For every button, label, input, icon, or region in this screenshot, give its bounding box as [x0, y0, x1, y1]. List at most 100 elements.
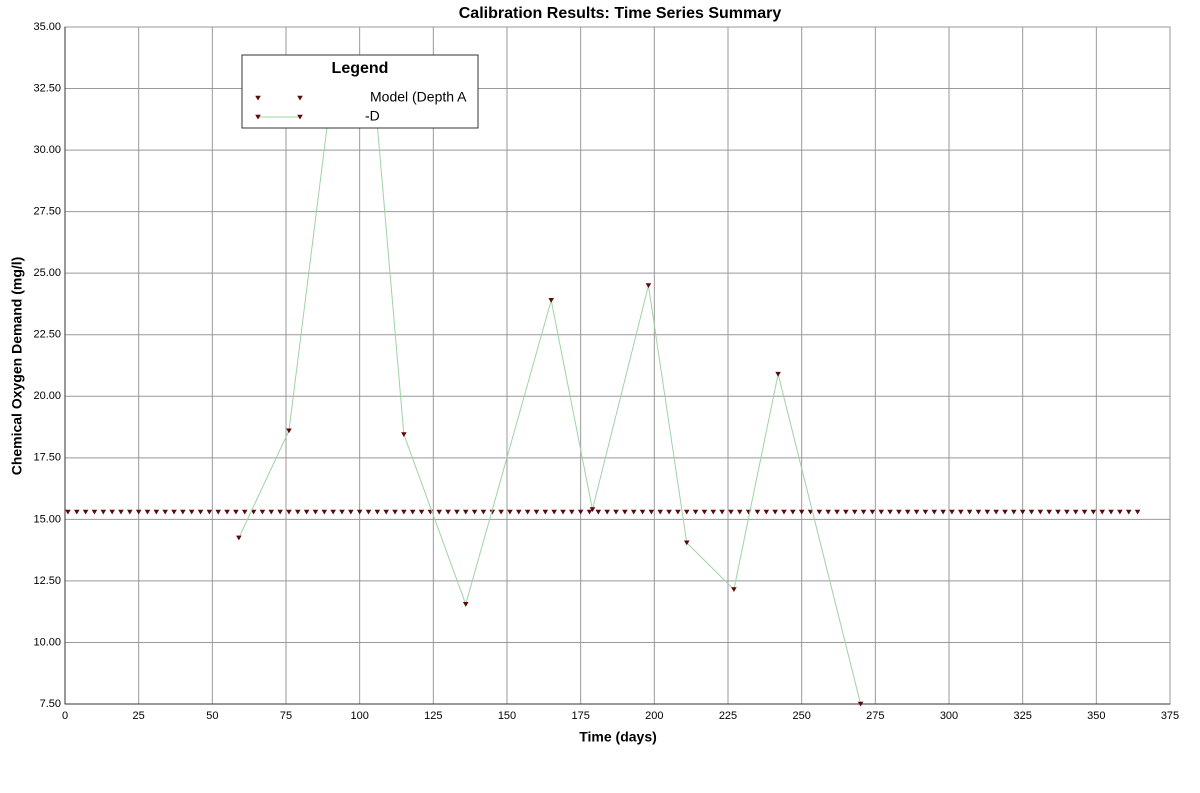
- data-point: [321, 509, 328, 515]
- y-tick-label: 35.00: [33, 21, 61, 33]
- data-point: [763, 509, 770, 515]
- x-tick-label: 125: [424, 710, 442, 722]
- data-point: [171, 509, 177, 515]
- data-point: [339, 509, 345, 515]
- data-point: [701, 509, 708, 515]
- data-point: [454, 509, 460, 515]
- x-tick-label: 300: [940, 710, 958, 722]
- data-point: [1064, 509, 1070, 515]
- data-point: [277, 509, 283, 515]
- data-point: [480, 509, 487, 515]
- data-point: [931, 509, 938, 515]
- x-tick-label: 75: [280, 710, 292, 722]
- data-point: [162, 509, 168, 515]
- legend-label: Model (Depth A: [370, 89, 467, 105]
- data-point: [577, 509, 584, 515]
- legend-box: [241, 54, 479, 129]
- data-point: [135, 509, 142, 515]
- data-point: [73, 509, 80, 515]
- data-point: [851, 509, 858, 515]
- data-point: [683, 509, 690, 515]
- data-point: [356, 509, 363, 515]
- data-point: [869, 509, 876, 515]
- data-point: [524, 509, 531, 515]
- y-tick-label: 12.50: [33, 575, 61, 587]
- data-point: [683, 540, 690, 546]
- data-point: [1028, 509, 1035, 515]
- data-point: [259, 509, 266, 515]
- data-point: [645, 283, 652, 289]
- legend-marker: [255, 95, 261, 101]
- data-point: [206, 509, 213, 515]
- x-tick-label: 350: [1087, 710, 1105, 722]
- data-point: [1090, 509, 1097, 515]
- data-point: [613, 509, 619, 515]
- data-point: [949, 509, 955, 515]
- data-point: [560, 509, 566, 515]
- data-point: [374, 509, 381, 515]
- y-tick-label: 7.50: [40, 698, 61, 710]
- data-point: [197, 509, 204, 515]
- legend-marker: [255, 114, 261, 120]
- data-point: [790, 509, 796, 515]
- data-point: [1046, 509, 1052, 515]
- data-point: [533, 509, 540, 515]
- data-point: [913, 509, 920, 515]
- data-point: [710, 509, 717, 515]
- data-point: [569, 509, 575, 515]
- data-point: [109, 509, 115, 515]
- data-point: [878, 509, 885, 515]
- data-point: [542, 509, 549, 515]
- y-tick-label: 17.50: [33, 452, 61, 464]
- data-point: [127, 509, 133, 515]
- data-point: [462, 509, 469, 515]
- data-point: [312, 509, 319, 515]
- x-tick-label: 100: [350, 710, 368, 722]
- data-point: [365, 509, 372, 515]
- data-point: [409, 509, 416, 515]
- y-tick-label: 25.00: [33, 267, 61, 279]
- x-tick-label: 200: [645, 710, 663, 722]
- data-point: [348, 509, 354, 515]
- y-tick-label: 27.50: [33, 206, 61, 218]
- legend-marker: [297, 95, 303, 101]
- data-point: [775, 371, 781, 377]
- y-tick-label: 15.00: [33, 513, 61, 525]
- data-point: [91, 509, 98, 515]
- x-tick-label: 250: [792, 710, 810, 722]
- data-point: [471, 509, 478, 515]
- data-point: [887, 509, 893, 515]
- data-point: [188, 509, 195, 515]
- data-point: [330, 509, 336, 515]
- data-point: [303, 509, 310, 515]
- data-point: [153, 509, 160, 515]
- data-point: [595, 509, 602, 515]
- data-point: [250, 509, 257, 515]
- x-tick-label: 325: [1013, 710, 1031, 722]
- data-point: [436, 509, 443, 515]
- data-point: [401, 432, 407, 437]
- y-tick-label: 22.50: [33, 329, 61, 341]
- y-tick-label: 20.00: [33, 390, 61, 402]
- x-tick-label: 0: [62, 710, 68, 722]
- data-point: [857, 701, 864, 707]
- x-tick-label: 50: [206, 710, 218, 722]
- data-point: [657, 509, 664, 515]
- data-point: [728, 509, 734, 515]
- chart-title: Calibration Results: Time Series Summary: [459, 5, 782, 22]
- data-point: [781, 509, 787, 515]
- data-point: [489, 509, 496, 515]
- data-point: [834, 509, 840, 515]
- data-point: [1081, 509, 1088, 515]
- data-point: [100, 509, 107, 515]
- x-tick-label: 25: [133, 710, 145, 722]
- data-point: [1125, 509, 1132, 515]
- data-point: [675, 509, 681, 515]
- data-point: [445, 509, 451, 515]
- data-point: [418, 509, 425, 515]
- data-point: [118, 509, 124, 515]
- data-point: [268, 509, 275, 515]
- data-point: [224, 509, 230, 515]
- data-point: [666, 509, 672, 515]
